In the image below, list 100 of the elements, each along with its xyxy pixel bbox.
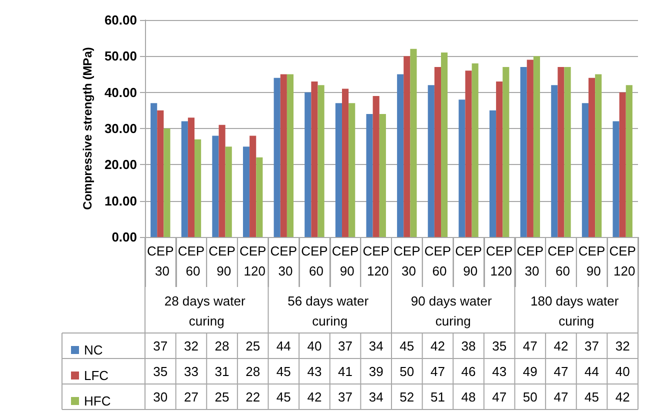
data-label: 40 [615, 364, 630, 379]
data-label: 28 [214, 338, 230, 354]
bar [612, 121, 620, 237]
x-tick-label: CEP 90 [578, 244, 606, 278]
bar [472, 63, 478, 237]
bar [242, 146, 250, 237]
bar [225, 146, 232, 237]
data-label: 45 [276, 364, 291, 379]
bar [404, 56, 410, 237]
legend-label: LFC [84, 368, 109, 383]
bar [335, 103, 342, 237]
y-tick-label: 20.00 [104, 157, 137, 172]
bar [286, 74, 294, 237]
data-label: 25 [246, 338, 260, 354]
bar [533, 56, 540, 237]
y-axis-title: Compressive strength (MPa) [80, 47, 95, 210]
x-tick-label: CEP 60 [301, 244, 328, 278]
data-label: 38 [461, 338, 476, 354]
x-tick-label: CEP 60 [548, 244, 574, 278]
bar [441, 52, 448, 237]
bar [502, 67, 510, 237]
bar [458, 100, 466, 237]
bar [397, 74, 404, 237]
y-tick-label: 40.00 [104, 84, 137, 100]
data-label: 34 [368, 338, 384, 354]
bar [188, 118, 195, 237]
bar [250, 136, 256, 237]
legend-label: HFC [84, 394, 111, 408]
data-label: 37 [153, 338, 168, 354]
bar [164, 128, 170, 237]
bar [489, 110, 496, 237]
data-label: 30 [153, 389, 168, 404]
text: 56 days water curing [288, 294, 372, 328]
data-label: 32 [615, 338, 630, 354]
data-label: 42 [615, 389, 630, 404]
bar [274, 78, 280, 237]
x-tick-label: CEP 120 [486, 244, 513, 278]
data-label: 25 [214, 389, 230, 404]
data-label: 35 [492, 338, 507, 354]
bar [311, 81, 318, 237]
x-tick-label: CEP 60 [178, 244, 205, 278]
legend-label: NC [84, 342, 103, 358]
data-label: 42 [430, 338, 445, 354]
bar [318, 85, 324, 237]
y-tick-label: 50.00 [104, 48, 137, 64]
data-label: 39 [368, 364, 384, 379]
bar [280, 74, 287, 237]
x-tick-label: CEP 120 [609, 244, 636, 278]
data-label: 37 [338, 389, 353, 404]
x-tick-label: CEP 60 [424, 244, 452, 278]
x-tick-label: CEP 120 [362, 244, 390, 278]
data-label: 46 [461, 364, 476, 379]
data-label: 37 [338, 338, 353, 354]
bar [410, 48, 417, 237]
bar [212, 136, 219, 237]
bar [496, 81, 503, 237]
bar [434, 67, 442, 237]
data-label: 51 [430, 389, 445, 404]
x-tick-label: CEP 30 [147, 244, 174, 278]
text: 28 days water curing [164, 294, 249, 328]
x-tick-label: CEP 30 [394, 244, 420, 278]
bar [304, 92, 312, 237]
bar [366, 114, 373, 237]
data-label: 47 [522, 338, 538, 354]
bar [181, 121, 188, 237]
bar [379, 114, 386, 237]
data-label: 50 [400, 364, 414, 379]
text: 180 days water curing [530, 294, 622, 328]
bar [218, 124, 226, 237]
bar [558, 67, 564, 237]
bar [256, 157, 263, 237]
data-label: 42 [554, 338, 568, 354]
data-label: 44 [584, 364, 600, 379]
bar [520, 67, 527, 237]
data-label: 33 [184, 364, 198, 379]
data-label: 47 [554, 364, 568, 379]
data-label: 42 [307, 389, 322, 404]
data-label: 35 [153, 364, 168, 379]
x-tick-label: CEP 30 [270, 244, 298, 278]
bar [342, 88, 349, 237]
data-label: 43 [492, 364, 507, 379]
y-tick-label: 10.00 [104, 193, 137, 208]
data-label: 49 [522, 364, 538, 379]
y-tick-label: 0.00 [112, 230, 137, 244]
bar [595, 74, 602, 237]
x-tick-label: CEP 90 [332, 244, 359, 278]
bar [619, 92, 626, 237]
bar [465, 70, 472, 237]
data-label: 40 [307, 338, 322, 354]
data-label: 45 [400, 338, 414, 354]
data-label: 31 [214, 364, 230, 379]
bar [150, 103, 158, 237]
data-label: 32 [184, 338, 198, 354]
x-tick-label: CEP 120 [239, 244, 266, 278]
data-label: 45 [276, 389, 291, 404]
data-label: 34 [368, 389, 384, 404]
data-label: 47 [554, 389, 568, 404]
data-label: 22 [246, 389, 260, 404]
data-label: 44 [276, 338, 291, 354]
x-tick-label: CEP 30 [516, 244, 544, 278]
